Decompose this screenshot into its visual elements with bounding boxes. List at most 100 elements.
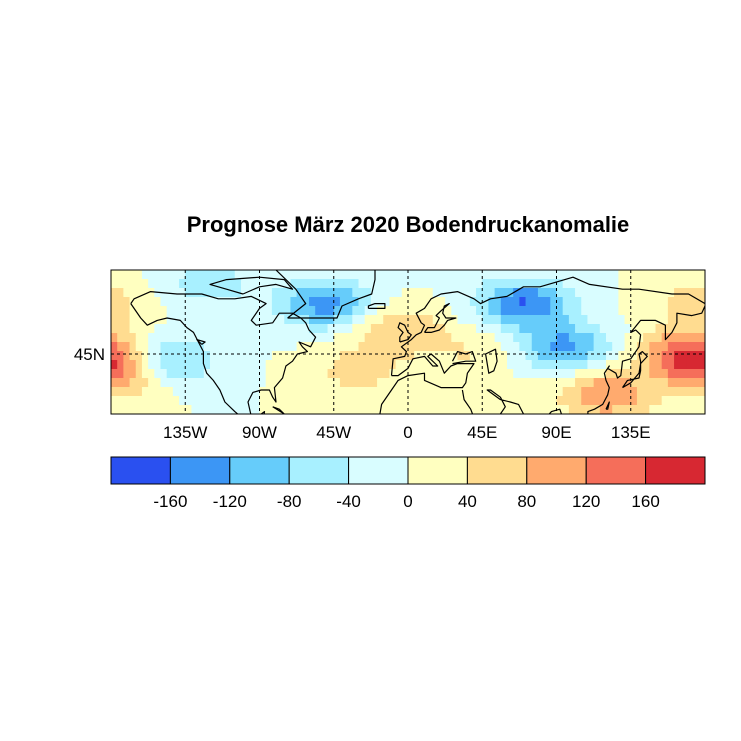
anomaly-cell <box>556 378 564 388</box>
anomaly-cell <box>513 288 520 298</box>
anomaly-cell <box>655 324 663 334</box>
anomaly-cell <box>290 279 298 289</box>
anomaly-cell <box>643 405 650 414</box>
anomaly-cell <box>154 378 162 388</box>
anomaly-cell <box>185 306 193 316</box>
anomaly-cell <box>389 279 397 289</box>
anomaly-cell <box>500 369 508 379</box>
anomaly-cell <box>265 369 273 379</box>
anomaly-cell <box>674 369 681 379</box>
anomaly-cell <box>568 288 576 298</box>
anomaly-cell <box>519 405 527 414</box>
anomaly-cell <box>507 315 514 325</box>
anomaly-cell <box>482 369 490 379</box>
anomaly-cell <box>358 297 366 307</box>
anomaly-cell <box>135 342 143 352</box>
anomaly-cell <box>278 288 285 298</box>
anomaly-cell <box>476 405 483 414</box>
anomaly-cell <box>599 405 607 414</box>
anomaly-cell <box>401 324 409 334</box>
anomaly-cell <box>401 279 409 289</box>
anomaly-cell <box>568 405 576 414</box>
anomaly-cell <box>302 315 310 325</box>
anomaly-cell <box>463 297 471 307</box>
anomaly-cell <box>172 297 180 307</box>
anomaly-cell <box>346 297 353 307</box>
anomaly-cell <box>537 297 545 307</box>
anomaly-cell <box>494 387 502 397</box>
anomaly-cell <box>346 306 353 316</box>
anomaly-cell <box>686 288 694 298</box>
anomaly-cell <box>160 270 168 280</box>
anomaly-cell <box>680 369 688 379</box>
anomaly-cell <box>488 396 496 406</box>
anomaly-cell <box>686 333 694 343</box>
anomaly-cell <box>568 324 576 334</box>
anomaly-cell <box>339 297 347 307</box>
anomaly-cell <box>364 306 372 316</box>
anomaly-cell <box>377 288 384 298</box>
anomaly-cell <box>321 333 329 343</box>
anomaly-cell <box>166 351 174 361</box>
anomaly-cell <box>649 387 657 397</box>
anomaly-cell <box>315 396 322 406</box>
anomaly-cell <box>636 297 644 307</box>
anomaly-cell <box>197 378 205 388</box>
anomaly-cell <box>488 360 496 370</box>
anomaly-cell <box>327 297 335 307</box>
anomaly-cell <box>278 405 285 414</box>
anomaly-cell <box>185 360 193 370</box>
anomaly-cell <box>420 387 428 397</box>
anomaly-cell <box>321 315 329 325</box>
anomaly-cell <box>203 279 211 289</box>
anomaly-cell <box>686 351 694 361</box>
anomaly-cell <box>315 342 322 352</box>
anomaly-cell <box>432 333 440 343</box>
anomaly-cell <box>562 351 570 361</box>
anomaly-cell <box>271 324 279 334</box>
anomaly-cell <box>240 297 248 307</box>
anomaly-cell <box>686 369 694 379</box>
anomaly-cell <box>655 297 663 307</box>
anomaly-cell <box>593 369 601 379</box>
anomaly-cell <box>117 324 124 334</box>
anomaly-cell <box>556 387 564 397</box>
anomaly-cell <box>166 306 174 316</box>
anomaly-cell <box>519 279 527 289</box>
anomaly-cell <box>568 387 576 397</box>
anomaly-cell <box>482 279 490 289</box>
anomaly-cell <box>550 387 558 397</box>
anomaly-cell <box>618 378 626 388</box>
anomaly-cell <box>185 387 193 397</box>
anomaly-cell <box>315 297 322 307</box>
anomaly-cell <box>203 306 211 316</box>
anomaly-cell <box>339 351 347 361</box>
anomaly-cell <box>698 351 705 361</box>
anomaly-cell <box>531 324 539 334</box>
anomaly-cell <box>692 342 700 352</box>
anomaly-cell <box>377 315 384 325</box>
anomaly-cell <box>135 324 143 334</box>
anomaly-cell <box>117 279 124 289</box>
anomaly-cell <box>401 405 409 414</box>
anomaly-cell <box>556 297 564 307</box>
anomaly-cell <box>141 360 149 370</box>
anomaly-cell <box>426 270 434 280</box>
anomaly-cell <box>383 270 391 280</box>
anomaly-cell <box>240 342 248 352</box>
anomaly-cell <box>593 342 601 352</box>
anomaly-cell <box>674 342 681 352</box>
anomaly-cell <box>451 324 459 334</box>
anomaly-cell <box>649 279 657 289</box>
anomaly-cell <box>197 396 205 406</box>
anomaly-cell <box>432 351 440 361</box>
anomaly-cell <box>290 369 298 379</box>
anomaly-cell <box>271 351 279 361</box>
anomaly-cell <box>315 333 322 343</box>
anomaly-cell <box>321 387 329 397</box>
anomaly-cell <box>302 396 310 406</box>
anomaly-cell <box>265 360 273 370</box>
anomaly-cell <box>339 387 347 397</box>
anomaly-cell <box>352 405 360 414</box>
anomaly-cell <box>606 333 613 343</box>
